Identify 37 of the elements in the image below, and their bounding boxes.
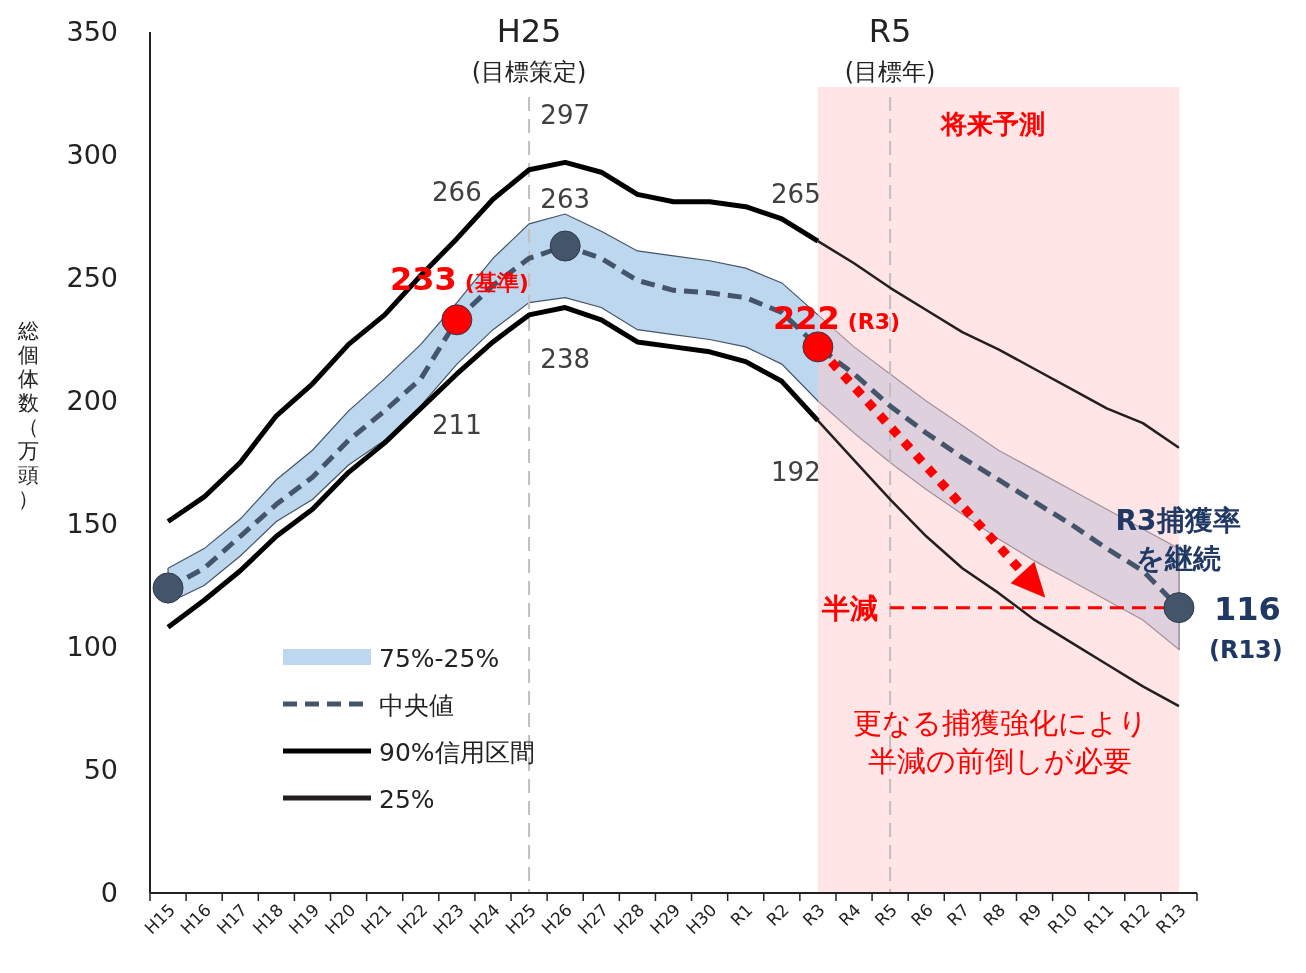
x-tick-label: R2 (762, 899, 793, 930)
y-tick-label: 250 (66, 262, 118, 293)
x-tick-label: R9 (1015, 899, 1046, 930)
ref-line-label: R5 (目標年) (844, 12, 936, 86)
y-axis-title: 総個体数（万頭） (16, 319, 39, 511)
legend-label: 25% (379, 785, 435, 814)
annotation: 75%-25% (379, 644, 500, 673)
y-tick-label: 0 (100, 877, 118, 908)
annotation: R3捕獲率を継続 (1115, 504, 1241, 575)
data-label: 266 (432, 176, 482, 207)
data-label: 297 (540, 100, 591, 131)
ref-line-label: H25 (目標策定) (471, 12, 587, 86)
legend-label: 中央値 (379, 691, 454, 720)
x-tick-label: R8 (979, 899, 1010, 930)
y-tick-label: 100 (66, 631, 118, 662)
band-label: 将来予測 (939, 109, 1046, 139)
annotation: 更なる捕獲強化により半減の前倒しが必要 (852, 706, 1148, 778)
x-tick-label: R6 (906, 899, 938, 930)
data-label: 238 (540, 343, 591, 374)
y-tick-label: 50 (83, 754, 118, 785)
data-label: 211 (432, 409, 482, 440)
legend-label: 90%信用区間 (379, 738, 535, 767)
data-label: 265 (771, 179, 821, 210)
annotation: 116 (R13) (1208, 589, 1283, 664)
data-label: 192 (771, 456, 821, 487)
y-tick-label: 150 (66, 508, 118, 539)
y-tick-label: 350 (66, 16, 118, 47)
x-tick-label: R7 (943, 899, 974, 930)
data-label: 263 (540, 184, 591, 215)
x-tick-label: R4 (834, 899, 865, 930)
ref-line-label: 半減 (820, 591, 878, 625)
x-tick-label: R1 (726, 899, 757, 930)
y-tick-label: 200 (66, 385, 118, 416)
x-tick-label: R3 (798, 899, 829, 930)
annotation: 222 (R3) (772, 298, 901, 337)
x-tick-label: R5 (870, 899, 901, 930)
y-tick-label: 300 (66, 139, 118, 170)
